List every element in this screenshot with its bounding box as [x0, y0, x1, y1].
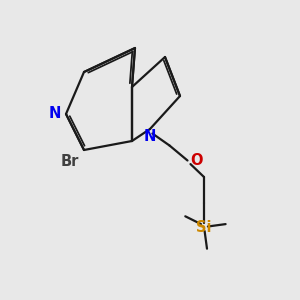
- Text: O: O: [190, 153, 203, 168]
- Text: N: N: [48, 106, 61, 122]
- Text: Si: Si: [196, 220, 212, 235]
- Text: N: N: [144, 129, 156, 144]
- Text: Br: Br: [61, 154, 80, 169]
